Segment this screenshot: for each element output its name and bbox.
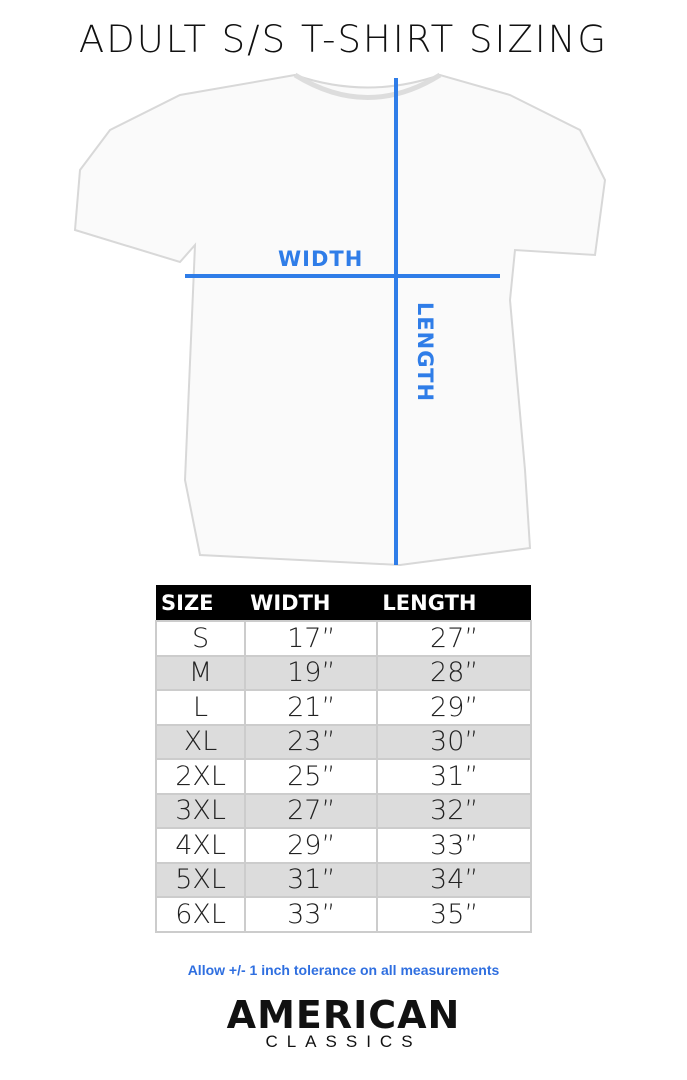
tshirt-collar (293, 72, 442, 100)
cell-size: L (154, 689, 247, 726)
cell-width: 33” (244, 896, 379, 933)
table-row: 5XL 31” 34” (154, 861, 532, 898)
cell-length: 34” (376, 861, 532, 898)
logo-line1: AMERICAN (226, 993, 461, 1037)
tolerance-note: Allow +/- 1 inch tolerance on all measur… (187, 962, 500, 978)
cell-width: 19” (244, 654, 379, 691)
table-row: 3XL 27” 32” (154, 792, 532, 829)
header-size: SIZE (156, 585, 246, 621)
cell-length: 32” (376, 792, 532, 829)
table-row: 6XL 33” 35” (154, 896, 532, 933)
cell-size: XL (154, 723, 247, 760)
cell-width: 23” (244, 723, 379, 760)
page-title: ADULT S/S T-SHIRT SIZING (78, 18, 609, 61)
cell-width: 27” (244, 792, 379, 829)
cell-size: M (154, 654, 247, 691)
header-length: LENGTH (377, 585, 531, 621)
table-row: 4XL 29” 33” (154, 827, 532, 864)
table-row: 2XL 25” 31” (154, 758, 532, 795)
logo-line2: CLASSICS (265, 1032, 422, 1051)
cell-width: 29” (244, 827, 379, 864)
cell-size: 5XL (154, 861, 247, 898)
width-label: WIDTH (278, 247, 364, 271)
table-row: XL 23” 30” (154, 723, 532, 760)
cell-size: S (154, 620, 247, 657)
table-header: SIZE WIDTH LENGTH (156, 585, 531, 621)
cell-length: 27” (376, 620, 532, 657)
table-row: L 21” 29” (154, 689, 532, 726)
tshirt-diagram (73, 72, 607, 567)
cell-length: 28” (376, 654, 532, 691)
cell-width: 17” (244, 620, 379, 657)
size-chart-table: SIZE WIDTH LENGTH S 17” 27” M 19” 28” L 21” 29” X… (154, 585, 532, 933)
cell-size: 2XL (154, 758, 247, 795)
cell-length: 29” (376, 689, 532, 726)
cell-length: 35” (376, 896, 532, 933)
cell-length: 30” (376, 723, 532, 760)
cell-length: 31” (376, 758, 532, 795)
cell-width: 31” (244, 861, 379, 898)
cell-size: 4XL (154, 827, 247, 864)
table-row: S 17” 27” (154, 620, 532, 657)
cell-width: 21” (244, 689, 379, 726)
cell-size: 3XL (154, 792, 247, 829)
length-label: LENGTH (413, 301, 437, 403)
table-row: M 19” 28” (154, 654, 532, 691)
tshirt-shape (73, 73, 607, 567)
cell-size: 6XL (154, 896, 247, 933)
cell-length: 33” (376, 827, 532, 864)
header-width: WIDTH (245, 585, 378, 621)
cell-width: 25” (244, 758, 379, 795)
